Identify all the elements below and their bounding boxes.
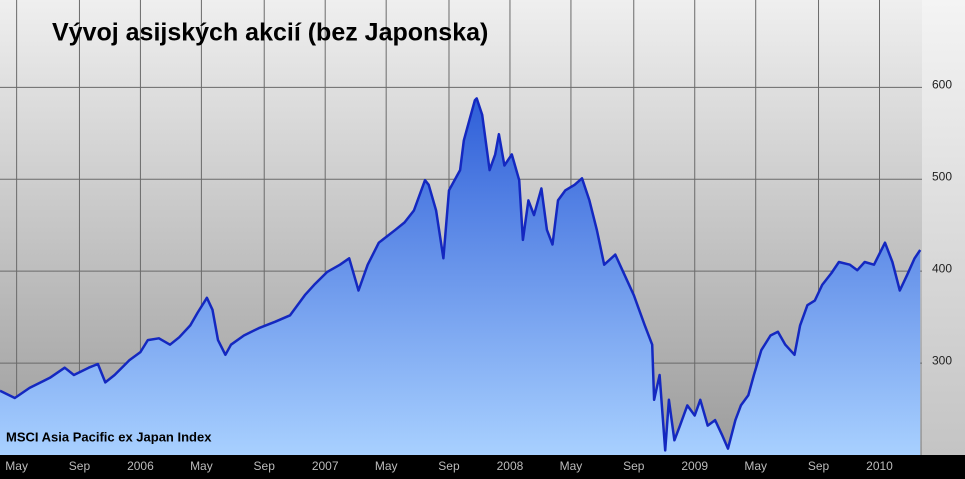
x-tick-label: Sep bbox=[254, 459, 276, 473]
x-tick-label: 2008 bbox=[497, 459, 524, 473]
axis-background bbox=[922, 0, 965, 455]
y-tick-label: 400 bbox=[932, 261, 952, 275]
area-fill bbox=[0, 98, 921, 456]
x-tick-label: Sep bbox=[808, 459, 830, 473]
y-tick-label: 300 bbox=[932, 353, 952, 367]
x-tick-label: May bbox=[375, 459, 398, 473]
x-tick-label: May bbox=[560, 459, 583, 473]
x-tick-label: May bbox=[5, 459, 28, 473]
x-tick-label: 2007 bbox=[312, 459, 339, 473]
x-tick-label: 2010 bbox=[866, 459, 893, 473]
y-tick-label: 500 bbox=[932, 169, 952, 183]
annotation: MSCI Asia Pacific ex Japan Index bbox=[6, 429, 212, 444]
chart-title: Vývoj asijských akcií (bez Japonska) bbox=[52, 19, 488, 47]
x-tick-label: 2006 bbox=[127, 459, 154, 473]
x-axis-band bbox=[0, 455, 965, 479]
y-tick-label: 600 bbox=[932, 77, 952, 91]
line bbox=[0, 97, 922, 452]
x-tick-label: Sep bbox=[623, 459, 645, 473]
x-tick-label: Sep bbox=[69, 459, 91, 473]
x-tick-label: May bbox=[190, 459, 213, 473]
x-tick-label: 2009 bbox=[681, 459, 708, 473]
x-tick-label: May bbox=[744, 459, 767, 473]
x-tick-label: Sep bbox=[438, 459, 460, 473]
